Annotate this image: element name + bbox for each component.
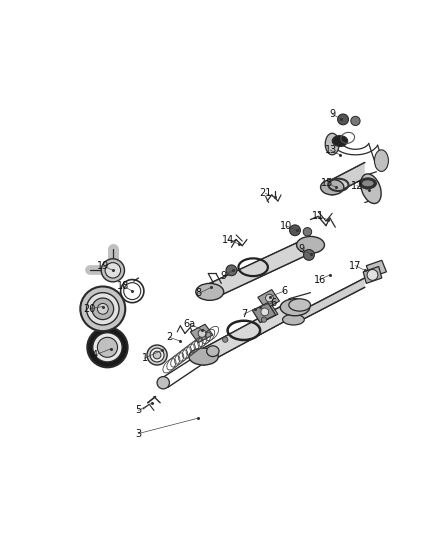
Ellipse shape bbox=[189, 348, 218, 365]
Polygon shape bbox=[332, 163, 365, 195]
Ellipse shape bbox=[198, 329, 206, 337]
Ellipse shape bbox=[289, 299, 311, 311]
Ellipse shape bbox=[338, 114, 349, 125]
Ellipse shape bbox=[150, 348, 164, 362]
Text: 6: 6 bbox=[281, 286, 287, 296]
Text: 5: 5 bbox=[135, 406, 141, 415]
Ellipse shape bbox=[297, 237, 325, 253]
Ellipse shape bbox=[153, 351, 161, 359]
Ellipse shape bbox=[290, 225, 300, 236]
Ellipse shape bbox=[196, 284, 224, 301]
Text: 6: 6 bbox=[270, 297, 276, 308]
Ellipse shape bbox=[351, 116, 360, 126]
Ellipse shape bbox=[80, 287, 125, 331]
Ellipse shape bbox=[325, 133, 339, 155]
Text: 20: 20 bbox=[83, 304, 96, 314]
Ellipse shape bbox=[223, 337, 228, 342]
Text: 1: 1 bbox=[141, 353, 148, 363]
Text: 8: 8 bbox=[196, 288, 202, 298]
Text: 13: 13 bbox=[325, 145, 337, 155]
Text: 15: 15 bbox=[321, 179, 334, 188]
Polygon shape bbox=[204, 299, 295, 365]
Ellipse shape bbox=[97, 303, 108, 314]
Text: 10: 10 bbox=[279, 221, 292, 231]
Text: 11: 11 bbox=[312, 212, 325, 221]
Ellipse shape bbox=[303, 228, 312, 236]
Ellipse shape bbox=[283, 314, 304, 325]
Ellipse shape bbox=[207, 346, 219, 357]
Ellipse shape bbox=[87, 293, 119, 325]
Polygon shape bbox=[363, 266, 382, 284]
Text: 4: 4 bbox=[92, 350, 98, 360]
Polygon shape bbox=[191, 324, 213, 343]
Text: 6a: 6a bbox=[184, 319, 196, 329]
Ellipse shape bbox=[367, 270, 378, 280]
Ellipse shape bbox=[321, 180, 344, 195]
Polygon shape bbox=[255, 303, 278, 322]
Ellipse shape bbox=[93, 333, 122, 362]
Ellipse shape bbox=[265, 294, 273, 302]
Ellipse shape bbox=[263, 308, 271, 316]
Ellipse shape bbox=[359, 178, 376, 189]
Ellipse shape bbox=[97, 337, 117, 357]
Polygon shape bbox=[252, 303, 276, 322]
Text: 17: 17 bbox=[349, 261, 362, 271]
Text: 16: 16 bbox=[314, 274, 326, 285]
Text: 21: 21 bbox=[259, 188, 272, 198]
Ellipse shape bbox=[92, 298, 113, 320]
Ellipse shape bbox=[362, 180, 374, 187]
Text: 3: 3 bbox=[135, 429, 141, 439]
Ellipse shape bbox=[226, 265, 237, 276]
Text: 9: 9 bbox=[221, 271, 227, 281]
Ellipse shape bbox=[280, 299, 310, 316]
Polygon shape bbox=[293, 278, 365, 324]
Ellipse shape bbox=[332, 135, 348, 147]
Ellipse shape bbox=[105, 263, 120, 278]
Polygon shape bbox=[366, 260, 386, 277]
Ellipse shape bbox=[101, 259, 124, 282]
Polygon shape bbox=[210, 237, 311, 301]
Text: 14: 14 bbox=[222, 235, 234, 245]
Ellipse shape bbox=[304, 249, 314, 260]
Ellipse shape bbox=[374, 150, 389, 172]
Polygon shape bbox=[258, 289, 279, 309]
Ellipse shape bbox=[147, 345, 167, 365]
Text: 19: 19 bbox=[97, 261, 109, 271]
Ellipse shape bbox=[361, 174, 381, 204]
Ellipse shape bbox=[87, 327, 127, 367]
Ellipse shape bbox=[261, 308, 268, 316]
Text: 9: 9 bbox=[298, 244, 304, 254]
Ellipse shape bbox=[261, 317, 267, 322]
Ellipse shape bbox=[157, 377, 170, 389]
Text: 12: 12 bbox=[351, 181, 363, 191]
Text: 18: 18 bbox=[117, 281, 129, 290]
Text: 7: 7 bbox=[241, 309, 247, 319]
Text: 2: 2 bbox=[166, 332, 173, 342]
Text: 9: 9 bbox=[329, 109, 335, 119]
